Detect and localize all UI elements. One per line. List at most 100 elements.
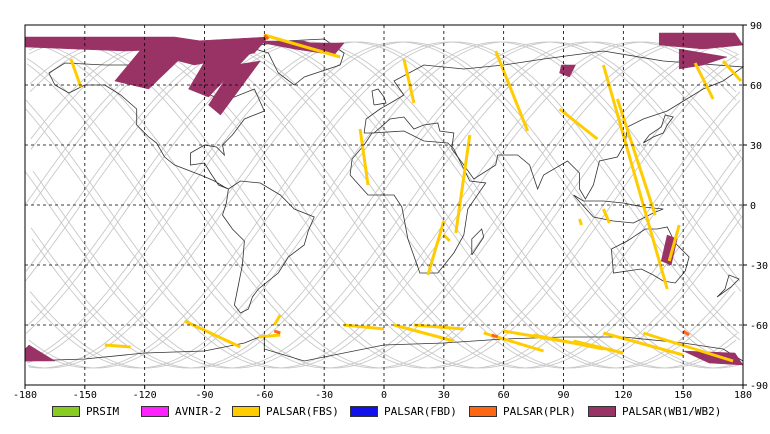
orbit-track bbox=[488, 204, 737, 369]
orbit-track bbox=[220, 41, 740, 366]
y-tick-label: 60 bbox=[750, 81, 762, 92]
orbit-track bbox=[26, 204, 124, 327]
palsar-fbs-swath bbox=[442, 233, 451, 243]
orbit-track bbox=[292, 91, 741, 369]
palsar-fbs-swath bbox=[494, 50, 529, 132]
x-tick-label: 90 bbox=[557, 390, 569, 401]
palsar-wb-swath bbox=[658, 32, 744, 50]
x-tick-label: 180 bbox=[734, 390, 752, 401]
palsar-wb-swath bbox=[208, 60, 261, 116]
orbit-track bbox=[708, 159, 742, 206]
x-tick-label: -60 bbox=[255, 390, 273, 401]
y-tick-label: 0 bbox=[750, 201, 756, 212]
legend-swatch-plr bbox=[469, 405, 497, 417]
palsar-plr-swath bbox=[263, 33, 270, 41]
legend-label-prsim: PRSIM bbox=[86, 404, 120, 418]
orbit-track bbox=[25, 41, 490, 334]
palsar-wb-swath bbox=[683, 350, 744, 366]
orbit-track bbox=[30, 204, 319, 369]
legend-item-avnir2: AVNIR-2 bbox=[141, 403, 221, 419]
legend-item-plr: PALSAR(PLR) bbox=[469, 403, 576, 419]
palsar-fbs-swath bbox=[426, 220, 446, 276]
legend-label-wb: PALSAR(WB1/WB2) bbox=[622, 404, 722, 418]
palsar-fbs-swath bbox=[578, 218, 583, 226]
palsar-wb-swath bbox=[114, 44, 196, 90]
palsar-fbs-swath bbox=[69, 58, 83, 88]
x-tick-label: -180 bbox=[13, 390, 37, 401]
coastline-madagascar bbox=[471, 228, 485, 256]
palsar-fbs-swath bbox=[104, 343, 131, 349]
orbit-track bbox=[26, 58, 514, 369]
y-tick-label: 30 bbox=[750, 141, 762, 152]
orbit-track bbox=[24, 170, 50, 206]
legend-item-fbs: PALSAR(FBS) bbox=[232, 403, 339, 419]
palsar-fbs-swath bbox=[263, 33, 341, 59]
orbit-track bbox=[27, 41, 563, 369]
orbit-track bbox=[611, 58, 740, 206]
orbit-track bbox=[27, 204, 172, 361]
legend-swatch-prsim bbox=[52, 405, 80, 417]
palsar-fbs-swath bbox=[258, 333, 281, 339]
legend: PRSIM AVNIR-2 PALSAR(FBS) PALSAR(FBD) PA… bbox=[0, 400, 770, 422]
x-tick-label: -150 bbox=[73, 390, 97, 401]
orbit-track bbox=[268, 41, 741, 341]
orbit-track bbox=[195, 41, 738, 369]
legend-swatch-avnir2 bbox=[141, 405, 169, 417]
coastline-eurasia bbox=[363, 50, 745, 200]
palsar-plr-swath bbox=[682, 329, 690, 337]
x-tick-label: 30 bbox=[438, 390, 450, 401]
orbit-track bbox=[439, 204, 736, 369]
orbit-track bbox=[29, 204, 270, 369]
orbit-track bbox=[25, 99, 466, 369]
y-tick-label: -30 bbox=[750, 261, 768, 272]
palsar-wb-swath bbox=[678, 48, 728, 70]
palsar-wb-swaths bbox=[24, 32, 744, 366]
orbit-track bbox=[28, 41, 636, 369]
palsar-fbs-swath bbox=[273, 314, 282, 326]
palsar-fbs-swath bbox=[601, 64, 669, 290]
orbit-track bbox=[25, 108, 99, 206]
y-tick-label: -90 bbox=[750, 381, 768, 392]
orbit-track bbox=[634, 204, 740, 334]
legend-item-prsim: PRSIM bbox=[52, 403, 119, 419]
orbit-track bbox=[73, 41, 737, 369]
coastline-new-zealand bbox=[716, 274, 740, 298]
palsar-fbs-swath bbox=[558, 107, 599, 141]
orbit-track bbox=[366, 41, 743, 228]
coastline-africa bbox=[349, 130, 487, 274]
x-tick-label: -120 bbox=[133, 390, 157, 401]
orbit-track bbox=[537, 204, 738, 369]
palsar-plr-swath bbox=[491, 333, 499, 339]
palsar-fbs-swath bbox=[573, 339, 624, 355]
orbit-track bbox=[732, 204, 742, 217]
y-tick-label: -60 bbox=[750, 321, 768, 332]
orbit-track bbox=[27, 42, 196, 206]
legend-item-fbd: PALSAR(FBD) bbox=[350, 403, 457, 419]
legend-swatch-wb bbox=[588, 405, 616, 417]
orbit-track bbox=[29, 41, 685, 369]
orbit-track bbox=[317, 41, 742, 292]
legend-label-fbs: PALSAR(FBS) bbox=[266, 404, 339, 418]
legend-swatch-fbd bbox=[350, 405, 378, 417]
coastline-japan bbox=[642, 114, 674, 144]
y-axis-ticks: 90 60 30 0 -30 -60 -90 bbox=[743, 21, 768, 392]
orbit-track bbox=[26, 41, 538, 364]
orbit-track bbox=[97, 41, 737, 369]
legend-item-wb: PALSAR(WB1/WB2) bbox=[588, 403, 721, 419]
orbit-track bbox=[28, 41, 612, 369]
coastline-australia bbox=[611, 226, 690, 284]
palsar-wb-swath bbox=[188, 44, 255, 98]
y-tick-label: 90 bbox=[750, 21, 762, 32]
palsar-fbs-swath bbox=[343, 323, 385, 331]
palsar-fbs-swath bbox=[721, 59, 743, 83]
palsar-fbs-swath bbox=[413, 323, 464, 331]
palsar-fbs-swath bbox=[602, 208, 611, 224]
palsar-fbs-swath bbox=[358, 128, 370, 186]
x-tick-label: 0 bbox=[381, 390, 387, 401]
x-tick-label: 120 bbox=[614, 390, 632, 401]
palsar-fbs-swath bbox=[642, 331, 734, 363]
palsar-fbs-swath bbox=[615, 98, 657, 216]
orbit-track bbox=[659, 99, 741, 206]
palsar-fbs-swath bbox=[454, 134, 472, 234]
